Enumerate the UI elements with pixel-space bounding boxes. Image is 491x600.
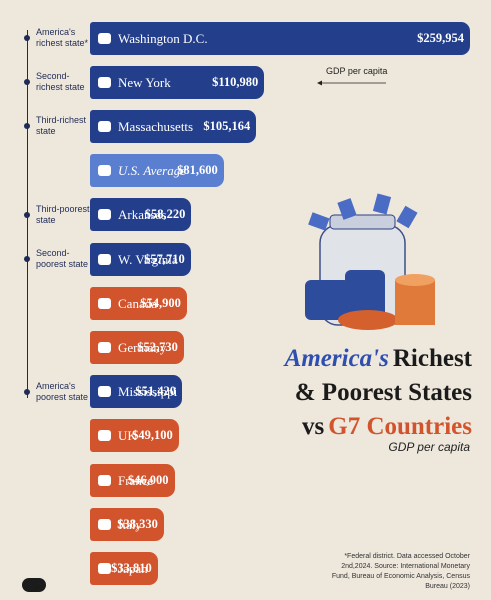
icon xyxy=(98,430,111,442)
category-label: Italy xyxy=(118,516,142,532)
icon xyxy=(98,386,111,398)
title-part: America's xyxy=(284,345,389,372)
value-label: $38,330 xyxy=(117,516,158,531)
rank-label: Second-richest state xyxy=(36,71,85,93)
icon xyxy=(98,32,111,44)
category-label: UK xyxy=(118,428,137,444)
rank-label: America's richest state* xyxy=(36,27,89,48)
value-label: $33,810 xyxy=(111,560,152,575)
icon xyxy=(98,297,111,309)
category-label: Massachusetts xyxy=(118,118,194,134)
value-label: $81,600 xyxy=(177,163,218,178)
rank-label: Third-poorest state xyxy=(36,203,90,225)
category-label: New York xyxy=(118,74,171,90)
icon xyxy=(98,120,111,132)
bar xyxy=(90,154,224,188)
category-label: Washington D.C. xyxy=(118,30,208,46)
icon xyxy=(98,209,111,221)
icon xyxy=(98,474,111,486)
title-part: G7 Countries xyxy=(328,413,472,440)
bar xyxy=(90,65,265,99)
icon xyxy=(98,253,111,265)
value-label: $58,220 xyxy=(144,207,186,222)
title-part: vs xyxy=(302,413,325,440)
value-label: $110,980 xyxy=(212,74,259,89)
category-label: France xyxy=(118,472,154,488)
bar xyxy=(90,21,470,55)
footnote: *Federal district. Data accessed October… xyxy=(331,553,470,590)
rank-label: Second-poorest state xyxy=(36,248,89,269)
value-label: $57,710 xyxy=(144,251,185,266)
rank-dot xyxy=(24,211,30,218)
icon xyxy=(98,341,111,353)
category-label: W. Virginia xyxy=(118,251,178,267)
title-part: Richest xyxy=(392,345,472,372)
title: America's Richest & Poorest States vs G7… xyxy=(244,343,472,445)
rank-label: America's poorest state xyxy=(36,380,89,402)
icon xyxy=(98,562,111,574)
value-label: $259,954 xyxy=(417,30,464,45)
rank-dot xyxy=(24,388,30,395)
category-label: Germany xyxy=(118,339,167,355)
icon xyxy=(98,76,111,88)
subtitle: GDP per capita xyxy=(388,440,470,454)
title-part: & Poorest States xyxy=(294,379,472,406)
value-label: $54,900 xyxy=(140,295,181,310)
rank-dot xyxy=(24,256,30,262)
annotation-arrow xyxy=(317,80,386,86)
category-label: Arkansas xyxy=(118,207,167,223)
value-label: $49,100 xyxy=(132,428,173,443)
bar xyxy=(90,109,257,143)
category-label: Canada xyxy=(118,295,157,311)
category-label: U.S. Average xyxy=(118,163,186,179)
value-label: $105,164 xyxy=(203,118,251,133)
category-label: Mississippi xyxy=(118,384,178,400)
rank-label: Third-richest state xyxy=(36,115,87,137)
icon xyxy=(98,165,111,177)
value-label: $51,420 xyxy=(135,384,176,399)
value-label: $46,000 xyxy=(127,472,169,487)
illustration xyxy=(305,193,435,330)
annotation: GDP per capita xyxy=(326,66,388,76)
category-label: Japan xyxy=(118,560,148,576)
rank-dot xyxy=(24,35,30,41)
rank-dot xyxy=(24,123,30,130)
value-label: $52,730 xyxy=(137,339,178,354)
logo xyxy=(22,578,46,592)
rank-dot xyxy=(24,79,30,86)
icon xyxy=(98,518,111,530)
